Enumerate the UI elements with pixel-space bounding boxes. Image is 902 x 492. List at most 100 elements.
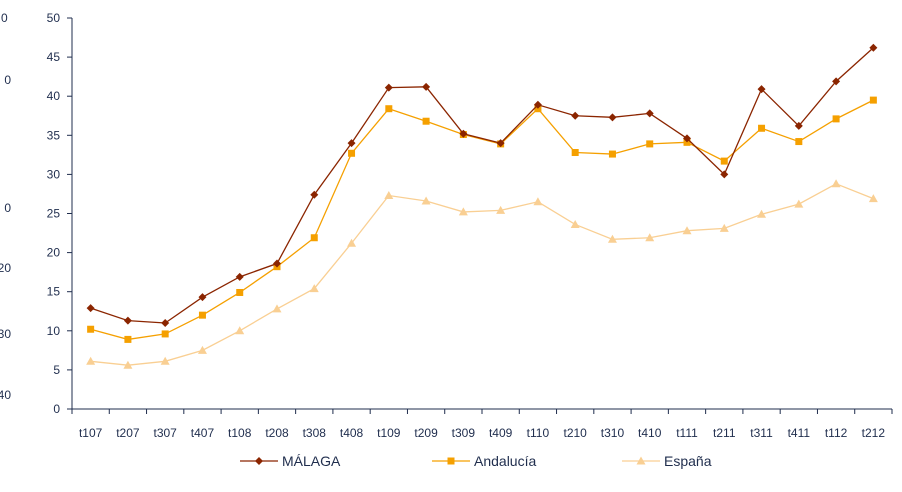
- data-point: [683, 134, 691, 143]
- data-point: [310, 190, 319, 199]
- y-tick-label: 40: [47, 89, 61, 103]
- data-point: [458, 207, 468, 216]
- y-tick-label: 45: [47, 50, 61, 64]
- legend-item: España: [622, 453, 712, 469]
- edge-label: 0: [4, 73, 11, 87]
- legend-label: MÁLAGA: [282, 453, 341, 469]
- data-point: [832, 77, 841, 86]
- data-point: [272, 304, 282, 313]
- series-line: [90, 47, 874, 324]
- x-tick-label: t209: [414, 426, 438, 440]
- data-point: [496, 139, 505, 148]
- data-point: [496, 205, 506, 214]
- data-point: [197, 345, 207, 354]
- data-point: [123, 316, 132, 325]
- data-point: [645, 109, 654, 118]
- data-point: [608, 113, 617, 122]
- data-point: [758, 124, 766, 132]
- data-point: [198, 311, 206, 319]
- data-point: [236, 288, 244, 296]
- data-point: [348, 149, 356, 157]
- series-andalucía: [87, 96, 877, 343]
- legend-item: Andalucía: [432, 453, 536, 469]
- data-point: [533, 100, 542, 109]
- series-málaga: [86, 43, 878, 327]
- data-point: [794, 121, 803, 130]
- x-tick-label: t311: [750, 426, 773, 440]
- data-point: [347, 238, 357, 247]
- x-tick-label: t310: [601, 426, 625, 440]
- x-tick-label: t211: [713, 426, 736, 440]
- x-tick-label: t411: [788, 426, 811, 440]
- data-point: [795, 138, 803, 146]
- x-tick-label: t409: [489, 426, 513, 440]
- x-tick-label: t210: [564, 426, 588, 440]
- legend-marker: [255, 457, 263, 465]
- x-axis-ticks: t107 t207 t307 t407 t108 t208 t308 t408 t109 t209…: [71, 409, 893, 440]
- x-tick-label: t309: [452, 426, 476, 440]
- x-tick-label: t112: [825, 426, 848, 440]
- y-tick-label: 25: [47, 207, 61, 221]
- data-point: [459, 129, 468, 138]
- x-tick-label: t308: [303, 426, 327, 440]
- edge-label: 0: [4, 201, 11, 215]
- chart-axes: [71, 18, 892, 410]
- x-tick-label: t108: [228, 426, 252, 440]
- legend: MÁLAGA Andalucía España: [240, 453, 712, 469]
- data-point: [757, 85, 766, 94]
- data-point: [607, 234, 617, 243]
- data-point: [757, 209, 767, 218]
- data-point: [384, 191, 394, 200]
- series-line: [90, 183, 874, 366]
- legend-marker: [636, 456, 646, 465]
- data-point: [720, 157, 728, 165]
- y-tick-label: 20: [47, 246, 61, 260]
- data-point: [868, 194, 878, 203]
- data-point: [422, 117, 430, 125]
- series-layer: [86, 43, 878, 369]
- data-point: [86, 304, 95, 313]
- x-tick-label: t208: [265, 426, 289, 440]
- data-point: [422, 82, 431, 91]
- data-point: [161, 318, 170, 327]
- y-tick-label: 0: [53, 402, 60, 416]
- data-point: [123, 360, 133, 369]
- edge-label: 0: [1, 11, 8, 25]
- legend-marker: [447, 457, 455, 465]
- data-point: [385, 105, 393, 113]
- legend-label: España: [664, 453, 712, 469]
- data-point: [571, 149, 579, 157]
- data-point: [421, 196, 431, 205]
- data-point: [794, 199, 804, 208]
- x-tick-label: t110: [527, 426, 550, 440]
- data-point: [235, 326, 245, 335]
- data-point: [310, 234, 318, 242]
- data-point: [384, 83, 393, 92]
- x-tick-label: t207: [116, 426, 140, 440]
- data-point: [682, 226, 692, 235]
- x-tick-label: t109: [377, 426, 401, 440]
- data-point: [273, 259, 281, 268]
- data-point: [646, 140, 654, 148]
- data-point: [309, 284, 319, 293]
- data-point: [720, 170, 729, 179]
- data-point: [533, 197, 543, 206]
- data-point: [87, 325, 95, 333]
- y-tick-label: 15: [47, 285, 61, 299]
- y-axis-ticks: 0 5 10 15 20 25 30 35 40 45 50: [47, 11, 72, 416]
- data-point: [86, 356, 96, 365]
- data-point: [124, 335, 132, 343]
- x-tick-label: t307: [154, 426, 178, 440]
- data-point: [161, 330, 169, 338]
- y-tick-label: 5: [53, 363, 60, 377]
- data-point: [645, 233, 655, 242]
- edge-label: 40: [0, 388, 11, 402]
- edge-label: 20: [0, 261, 11, 275]
- y-tick-label: 35: [47, 128, 61, 142]
- x-tick-label: t410: [638, 426, 662, 440]
- data-point: [198, 293, 207, 302]
- left-edge-labels: 0 0 20 30 40 0: [0, 11, 11, 402]
- data-point: [608, 150, 616, 158]
- data-point: [831, 179, 841, 188]
